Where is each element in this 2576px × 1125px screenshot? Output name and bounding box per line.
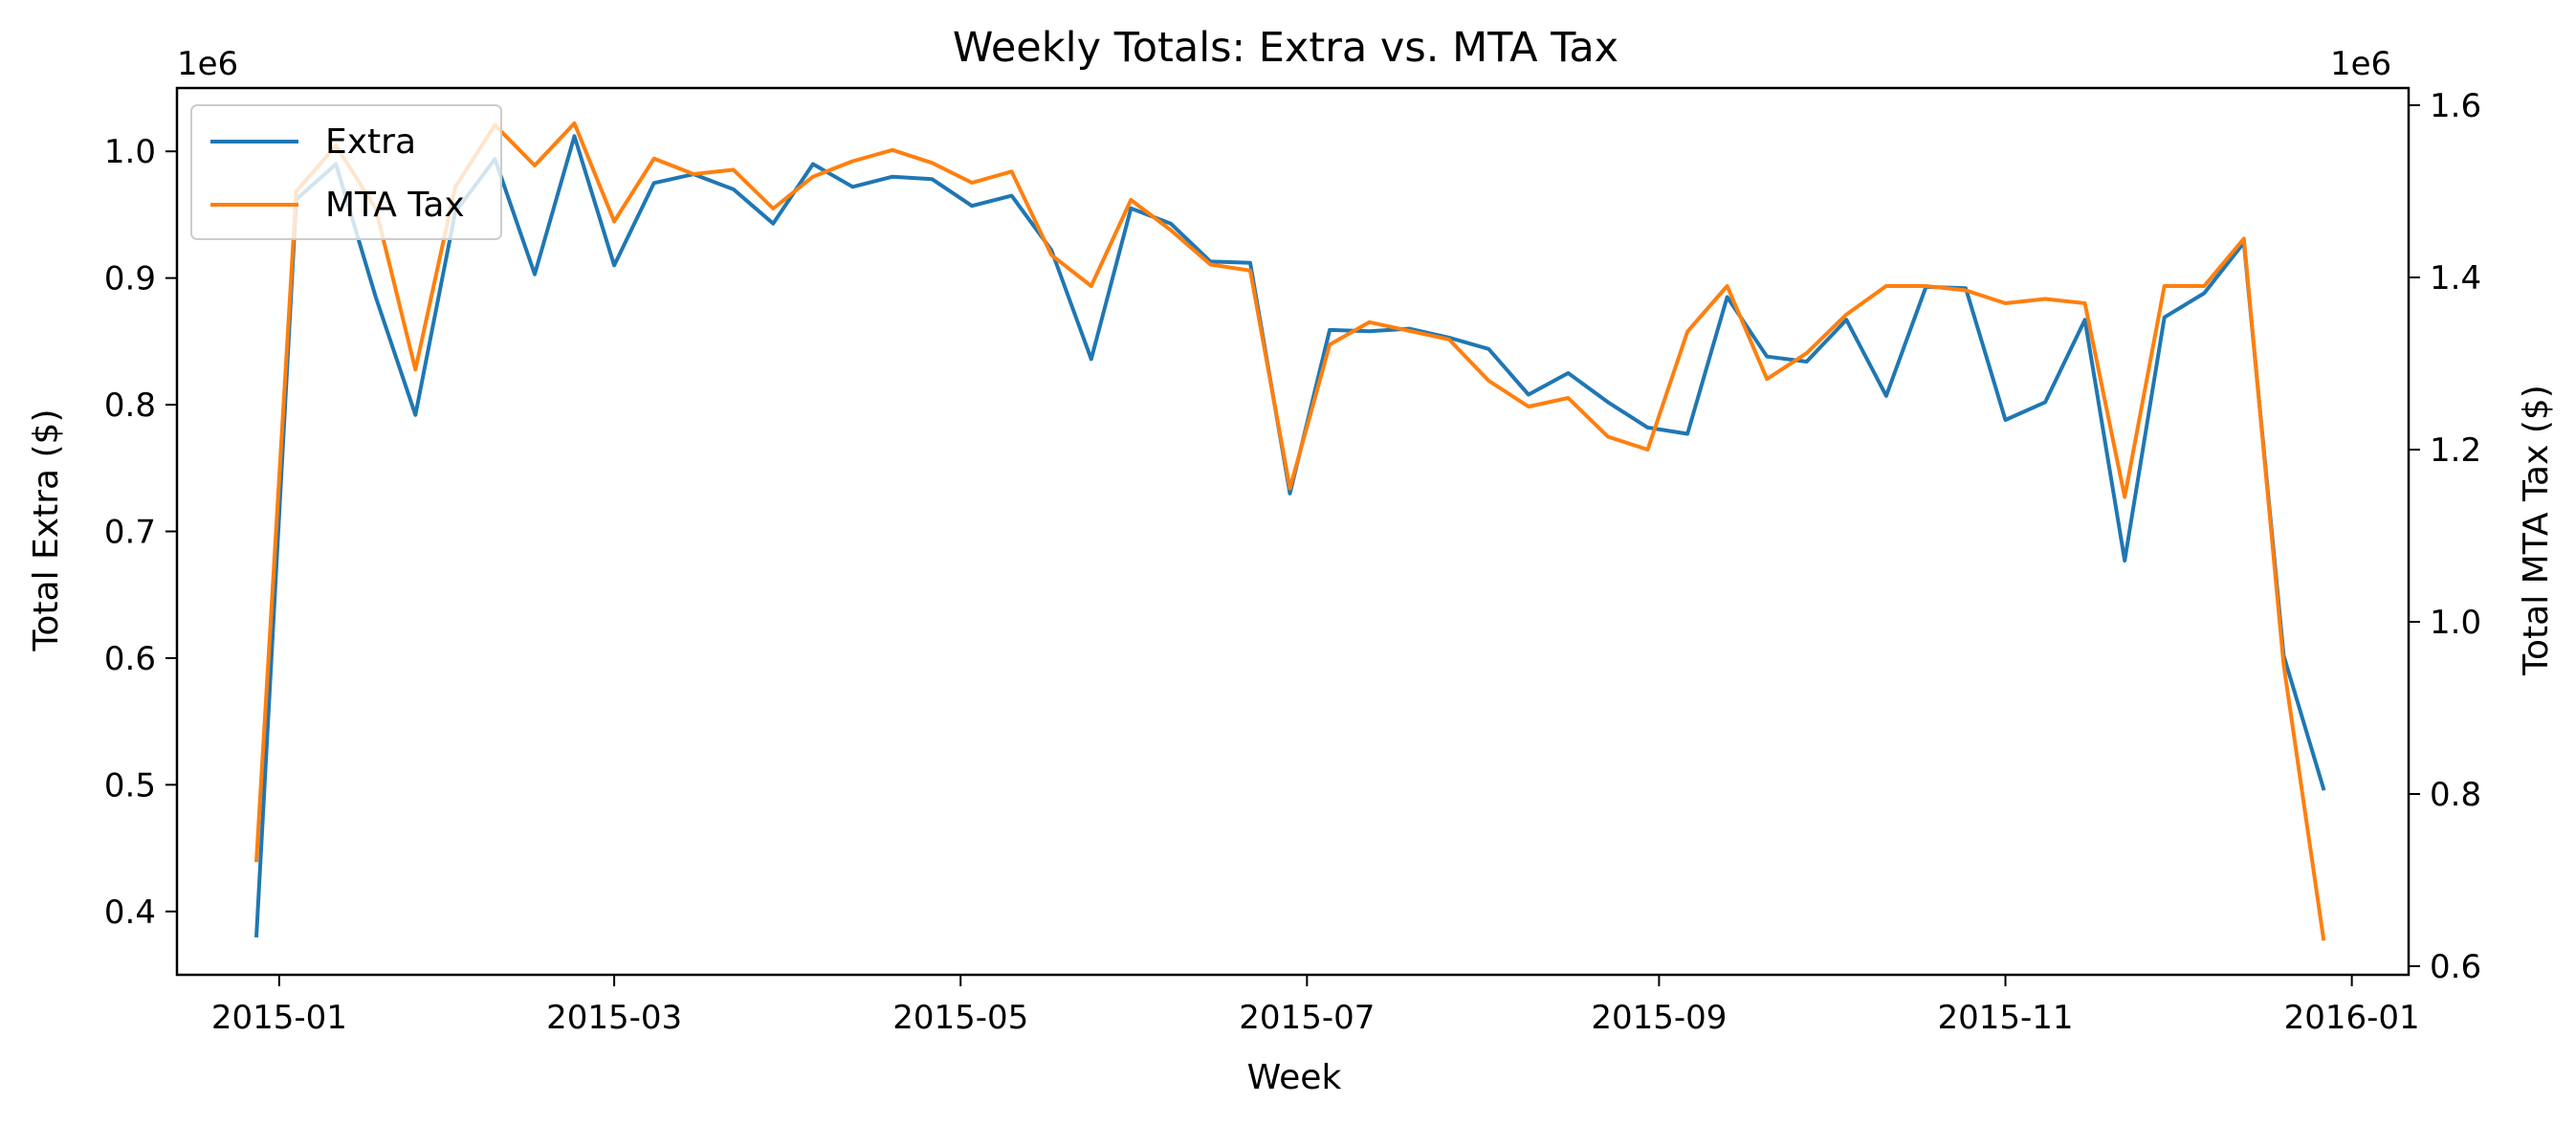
left-axis-offset-label: 1e6 [177, 45, 238, 83]
right-y-tick-label: 0.6 [2430, 948, 2481, 986]
x-tick-label: 2015-05 [892, 999, 1028, 1037]
right-y-tick-label: 1.6 [2430, 87, 2481, 125]
left-y-tick-label: 0.4 [104, 893, 156, 932]
left-y-tick-label: 0.8 [104, 386, 156, 425]
left-y-axis-title: Total Extra ($) [27, 409, 66, 652]
series-line-mta-tax [253, 121, 2326, 941]
legend-label-mta-tax: MTA Tax [325, 186, 465, 225]
right-y-tick-label: 0.8 [2430, 776, 2481, 814]
x-tick-label: 2015-07 [1239, 999, 1375, 1037]
x-tick-label: 2015-11 [1937, 999, 2073, 1037]
chart-title: Weekly Totals: Extra vs. MTA Tax [953, 24, 1618, 72]
right-y-tick-label: 1.4 [2430, 259, 2481, 298]
x-axis-title: Week [1247, 1058, 1342, 1097]
x-tick-label: 2015-09 [1591, 999, 1727, 1037]
left-y-tick-label: 0.5 [104, 766, 156, 805]
axes-layer: 2015-01 2015-03 2015-05 2015-07 2015-09 2015-… [104, 86, 2481, 1037]
left-y-tick-label: 0.9 [104, 260, 156, 298]
lines-layer [253, 121, 2326, 941]
right-y-tick-label: 1.0 [2430, 604, 2481, 642]
legend-label-extra: Extra [325, 122, 416, 162]
plot-frame [175, 86, 2411, 977]
right-y-axis-title: Total MTA Tax ($) [2517, 385, 2556, 676]
x-tick-label: 2015-03 [546, 999, 682, 1037]
legend: Extra MTA Tax [190, 104, 502, 240]
x-tick-label: 2016-01 [2284, 999, 2420, 1037]
left-y-tick-label: 0.6 [104, 640, 156, 678]
x-tick-label: 2015-01 [211, 999, 347, 1037]
left-y-tick-label: 1.0 [104, 133, 156, 171]
right-axis-offset-label: 1e6 [2330, 45, 2391, 83]
series-line-extra [253, 134, 2326, 938]
right-y-tick-label: 1.2 [2430, 431, 2481, 470]
left-y-tick-label: 0.7 [104, 514, 156, 552]
